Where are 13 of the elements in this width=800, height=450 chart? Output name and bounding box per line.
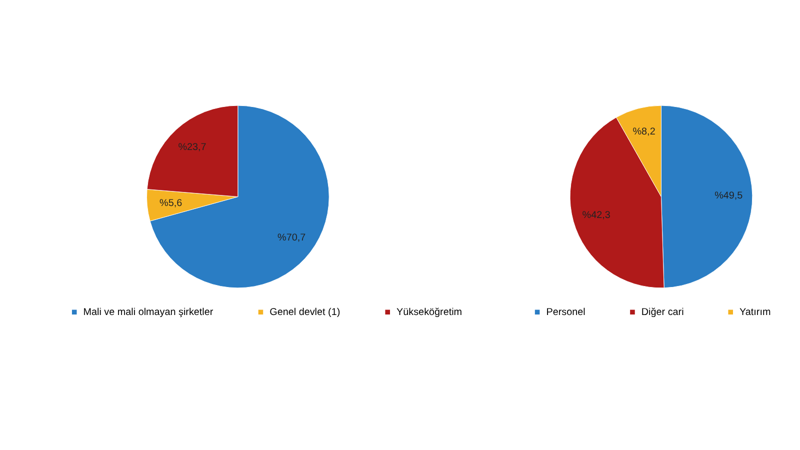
pie-slice <box>150 105 330 288</box>
data-label: %5,6 <box>160 198 183 210</box>
legend-label: Genel devlet (1) <box>270 307 340 318</box>
legend-label: Yükseköğretim <box>396 307 462 318</box>
legend-label: Diğer cari <box>641 307 684 318</box>
data-label: %23,7 <box>178 142 207 154</box>
legend-label: Mali ve mali olmayan şirketler <box>83 307 214 318</box>
data-label: %42,3 <box>582 210 611 221</box>
legend-label: Yatırım <box>740 307 771 318</box>
data-label: %49,5 <box>714 190 744 202</box>
data-label: %8,2 <box>632 126 656 138</box>
legend-label: Personel <box>546 307 586 318</box>
data-label: %70,7 <box>278 232 306 244</box>
